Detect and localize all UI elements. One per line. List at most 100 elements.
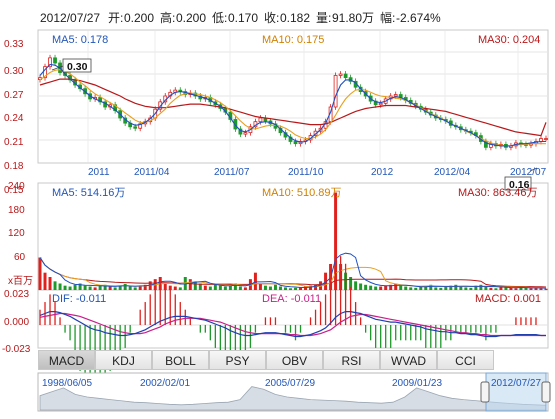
header-open-label: 开:: [108, 11, 123, 25]
price-ma5-label: MA5: 0.178: [52, 34, 108, 46]
volume-bar: [98, 285, 102, 290]
low-marker-line: [529, 167, 538, 172]
price-ma30-line: [39, 78, 547, 137]
volume-bar: [544, 288, 548, 290]
price-xtick: 2012/04: [434, 167, 471, 178]
macd-macd-label: MACD: 0.001: [475, 293, 541, 305]
header-close: 0.182: [280, 11, 310, 25]
volume-bar: [233, 283, 237, 290]
price-xtick: 2011/04: [134, 167, 170, 178]
volume-bar: [504, 286, 508, 290]
navigator-left-handle[interactable]: [480, 381, 490, 403]
volume-bar: [43, 272, 47, 290]
volume-bar: [253, 272, 257, 290]
volume-bar: [479, 284, 483, 290]
volume-bar: [108, 286, 112, 290]
volume-ytick: 60: [14, 252, 26, 263]
tab-cci[interactable]: CCI: [437, 350, 494, 370]
volume-bar: [88, 286, 92, 290]
volume-bar: [243, 287, 247, 290]
volume-bar: [278, 286, 282, 290]
volume-bar: [118, 285, 122, 290]
volume-unit-label: x百万: [8, 275, 33, 287]
volume-bar: [113, 287, 117, 290]
volume-bar: [314, 284, 318, 290]
price-ma10-label: MA10: 0.175: [262, 34, 324, 46]
volume-bar: [193, 281, 197, 290]
volume-bar: [208, 286, 212, 290]
volume-bar: [494, 288, 498, 290]
header-chg-label: 幅:: [380, 10, 395, 25]
volume-bar: [349, 277, 353, 290]
volume-bar: [294, 287, 297, 290]
header-close-label: 收:: [264, 11, 279, 25]
navigator-date: 2009/01/23: [392, 378, 442, 389]
volume-bar: [223, 286, 227, 290]
tab-boll[interactable]: BOLL: [152, 350, 209, 370]
volume-ytick: 180: [8, 205, 25, 216]
volume-bar: [198, 283, 202, 290]
volume-bar: [389, 284, 393, 290]
volume-bar: [68, 286, 72, 290]
price-ytick: 0.33: [4, 39, 24, 50]
volume-bar: [524, 287, 528, 290]
volume-bar: [128, 286, 132, 290]
price-ytick: 0.30: [4, 66, 24, 77]
price-candle: [48, 57, 52, 68]
price-candle: [343, 73, 348, 79]
volume-bar: [53, 281, 57, 290]
price-candle: [378, 102, 383, 106]
volume-bar: [324, 272, 328, 290]
volume-ma10-label: MA10: 510.89万: [262, 187, 342, 199]
volume-bar: [359, 283, 363, 290]
volume-bar: [429, 284, 433, 290]
volume-bar: [273, 284, 277, 290]
volume-bar: [489, 287, 493, 290]
header-low: 0.170: [228, 11, 258, 25]
price-ytick: 0.24: [4, 113, 24, 124]
volume-bar: [123, 283, 127, 290]
tab-rsi[interactable]: RSI: [323, 350, 380, 370]
volume-bar: [434, 287, 438, 290]
volume-bar: [63, 285, 67, 290]
header-date: 2012/07/27: [40, 11, 100, 25]
price-candle: [489, 143, 493, 148]
navigator-right-handle[interactable]: [541, 381, 551, 403]
volume-bar: [203, 285, 207, 290]
volume-bar: [514, 288, 518, 290]
price-candle: [333, 75, 338, 108]
price-candle: [133, 126, 138, 129]
volume-bar: [309, 285, 313, 290]
tab-macd[interactable]: MACD: [38, 350, 95, 370]
tab-obv[interactable]: OBV: [266, 350, 323, 370]
navigator-selection[interactable]: [485, 372, 547, 412]
volume-ma5-line: [39, 252, 547, 289]
price-ytick: 0.21: [4, 137, 24, 148]
header-vol: 91.80万: [332, 11, 374, 25]
volume-bar: [459, 286, 463, 290]
volume-bar: [173, 286, 177, 290]
volume-bar: [419, 286, 423, 290]
price-ma30-label: MA30: 0.204: [478, 34, 540, 46]
macd-dif-label: DIF: -0.011: [52, 293, 106, 305]
tab-psy[interactable]: PSY: [209, 350, 266, 370]
price-ytick: 0.15: [4, 185, 24, 196]
volume-bar: [444, 286, 448, 290]
volume-bar: [464, 287, 468, 290]
tab-wvad[interactable]: WVAD: [380, 350, 437, 370]
price-candle: [53, 57, 57, 64]
volume-bar: [369, 285, 373, 290]
volume-bar: [58, 283, 62, 290]
volume-bar: [379, 286, 383, 290]
price-candle: [338, 73, 343, 76]
volume-bar: [449, 285, 453, 290]
volume-bar: [354, 281, 358, 290]
macd-dea-label: DEA: -0.011: [262, 293, 321, 305]
tab-kdj[interactable]: KDJ: [95, 350, 152, 370]
volume-bar: [414, 287, 418, 290]
price-candle: [243, 132, 248, 135]
volume-bar: [258, 283, 262, 290]
volume-bar: [534, 287, 538, 290]
